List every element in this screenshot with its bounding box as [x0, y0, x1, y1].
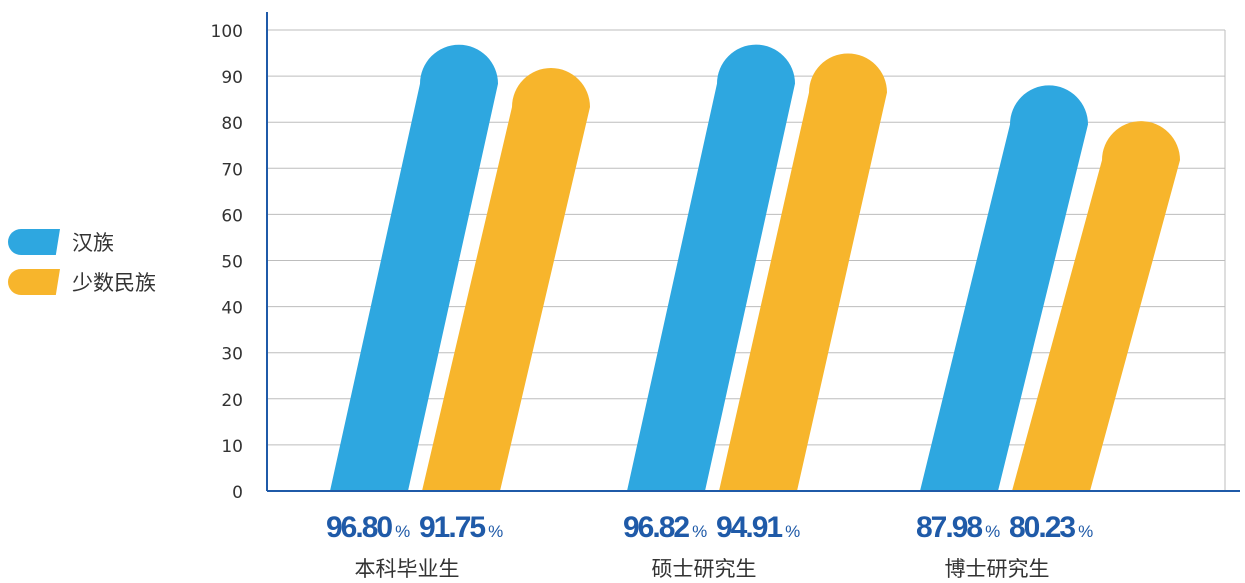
legend-item-minority[interactable]: 少数民族: [8, 268, 156, 296]
category-label: 博士研究生: [945, 557, 1050, 581]
y-tick-label: 60: [221, 206, 243, 226]
y-tick-label: 20: [221, 391, 243, 411]
value-label: 94.91%: [716, 511, 800, 544]
bar[interactable]: [422, 68, 590, 491]
y-tick-label: 0: [232, 483, 243, 503]
y-axis-ticks: 0 10 20 30 40 50 60 70 80 90 100: [211, 22, 243, 503]
category-label: 硕士研究生: [652, 557, 757, 581]
category-labels: 本科毕业生 硕士研究生 博士研究生: [355, 557, 1050, 581]
legend-swatch-han: [8, 229, 60, 255]
legend-item-han[interactable]: 汉族: [8, 228, 156, 256]
value-labels: 96.80% 91.75% 96.82% 94.91% 87.98% 80.23%: [326, 511, 1095, 544]
legend: 汉族 少数民族: [8, 228, 156, 308]
value-label: 96.82%: [623, 511, 707, 544]
y-tick-label: 10: [221, 437, 243, 457]
y-tick-label: 40: [221, 299, 243, 319]
bar[interactable]: [627, 44, 795, 492]
legend-label-minority: 少数民族: [72, 271, 156, 295]
bar[interactable]: [920, 85, 1088, 492]
category-label: 本科毕业生: [355, 557, 460, 581]
legend-swatch-minority: [8, 269, 60, 295]
y-tick-label: 90: [221, 68, 243, 88]
y-tick-label: 50: [221, 253, 243, 273]
bar[interactable]: [1012, 121, 1180, 492]
value-label: 80.23%: [1009, 511, 1093, 544]
y-tick-label: 30: [221, 345, 243, 365]
y-tick-label: 80: [221, 114, 243, 134]
y-tick-label: 70: [221, 160, 243, 180]
value-label: 87.98%: [916, 511, 1000, 544]
bar[interactable]: [330, 44, 498, 491]
y-tick-label: 100: [211, 22, 243, 42]
value-label: 91.75%: [419, 511, 503, 544]
bars: [330, 44, 1180, 492]
value-label: 96.80%: [326, 511, 410, 544]
axes: [266, 12, 1240, 492]
bar[interactable]: [719, 53, 887, 491]
legend-label-han: 汉族: [72, 231, 114, 255]
